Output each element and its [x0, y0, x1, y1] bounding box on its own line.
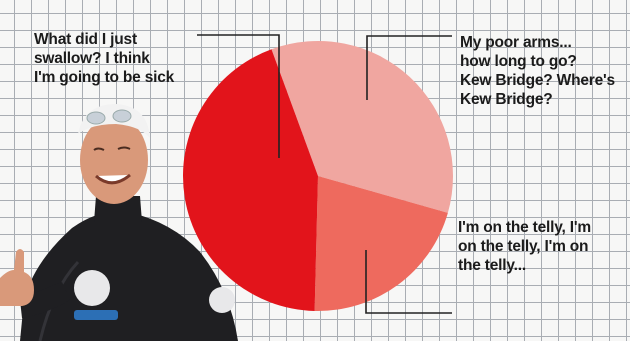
- head: [80, 116, 148, 204]
- pie-slice-swallow: [183, 49, 318, 311]
- goggles-icon: [86, 111, 106, 125]
- badge-icon-right: [209, 287, 235, 313]
- sponsor-patch: [74, 310, 118, 320]
- leader-line-arms: [366, 35, 452, 100]
- callout-arms: My poor arms... how long to go? Kew Brid…: [460, 34, 615, 108]
- pie-slice-telly: [314, 176, 448, 311]
- wetsuit-icon: [20, 211, 238, 341]
- callout-telly: I'm on the telly, I'm on the telly, I'm …: [458, 219, 591, 274]
- callout-swallow: What did I just swallow? I think I'm goi…: [34, 31, 175, 86]
- badge-icon: [74, 270, 110, 306]
- thumbs-up-icon: [0, 249, 34, 306]
- arm: [20, 282, 70, 318]
- swimmer-figure: [0, 104, 238, 341]
- leader-line-telly: [365, 250, 452, 314]
- pie-slice-arms: [271, 40, 453, 213]
- leader-line-swallow: [197, 34, 280, 158]
